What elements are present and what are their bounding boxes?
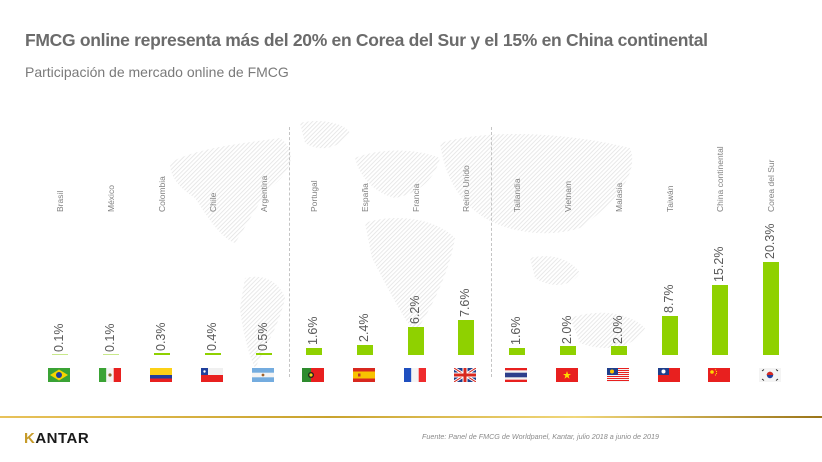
bar (712, 285, 728, 355)
bar-column: México 0.1% (91, 0, 131, 400)
south-korea-flag-icon (759, 368, 781, 382)
value-label: 2.4% (357, 313, 371, 343)
bar-column: España 2.4% (345, 0, 385, 400)
value-label: 7.6% (458, 288, 472, 318)
value-label: 1.6% (306, 316, 320, 346)
bar (205, 353, 221, 355)
bar (154, 353, 170, 355)
bar-column: Reino Unido 7.6% (446, 0, 486, 400)
bar-column: Portugal 1.6% (294, 0, 334, 400)
bar-column: Argentina 0.5% (244, 0, 284, 400)
bar-column: Corea del Sur 20.3% (751, 0, 791, 400)
bar (560, 346, 576, 355)
value-label: 8.7% (662, 284, 676, 314)
separator-latam-europe (289, 127, 290, 377)
bar-column: Francia 6.2% (396, 0, 436, 400)
spain-flag-icon (353, 368, 375, 382)
colombia-flag-icon (150, 368, 172, 382)
bar-column: Taiwán 8.7% (650, 0, 690, 400)
malaysia-flag-icon (607, 368, 629, 382)
value-label: 2.0% (560, 315, 574, 345)
value-label: 1.6% (509, 316, 523, 346)
value-label: 20.3% (763, 223, 777, 259)
bar (662, 316, 678, 355)
vietnam-flag-icon (556, 368, 578, 382)
page-subtitle: Participación de mercado online de FMCG (25, 64, 289, 80)
source-note: Fuente: Panel de FMCG de Worldpanel, Kan… (422, 432, 659, 441)
bar (509, 348, 525, 355)
value-label: 0.5% (256, 322, 270, 352)
bar (408, 327, 424, 355)
value-label: 0.1% (52, 323, 66, 353)
bar (357, 345, 373, 355)
bar (306, 348, 322, 355)
separator-europe-asia (491, 127, 492, 377)
footer-divider (0, 416, 822, 418)
mexico-flag-icon (99, 368, 121, 382)
bar (763, 262, 779, 355)
taiwan-flag-icon (658, 368, 680, 382)
bar (256, 353, 272, 355)
bar-column: China continental 15.2% (700, 0, 740, 400)
value-label: 0.1% (103, 323, 117, 353)
bar (103, 354, 119, 355)
value-label: 2.0% (611, 315, 625, 345)
france-flag-icon (404, 368, 426, 382)
value-label: 6.2% (408, 295, 422, 325)
bar (611, 346, 627, 355)
thailand-flag-icon (505, 368, 527, 382)
kantar-logo: KANTAR (24, 430, 90, 447)
china-flag-icon (708, 368, 730, 382)
page-title: FMCG online representa más del 20% en Co… (25, 30, 708, 50)
bar-column: Vietnam 2.0% (548, 0, 588, 400)
brazil-flag-icon (48, 368, 70, 382)
bar (458, 320, 474, 355)
bar-column: Brasil 0.1% (40, 0, 80, 400)
portugal-flag-icon (302, 368, 324, 382)
bar-column: Malasia 2.0% (599, 0, 639, 400)
value-label: 0.4% (205, 322, 219, 352)
chile-flag-icon (201, 368, 223, 382)
bar (52, 354, 68, 355)
value-label: 15.2% (712, 246, 726, 282)
bar-column: Colombia 0.3% (142, 0, 182, 400)
argentina-flag-icon (252, 368, 274, 382)
bar-column: Chile 0.4% (193, 0, 233, 400)
bar-column: Tailandia 1.6% (497, 0, 537, 400)
uk-flag-icon (454, 368, 476, 382)
value-label: 0.3% (154, 322, 168, 352)
